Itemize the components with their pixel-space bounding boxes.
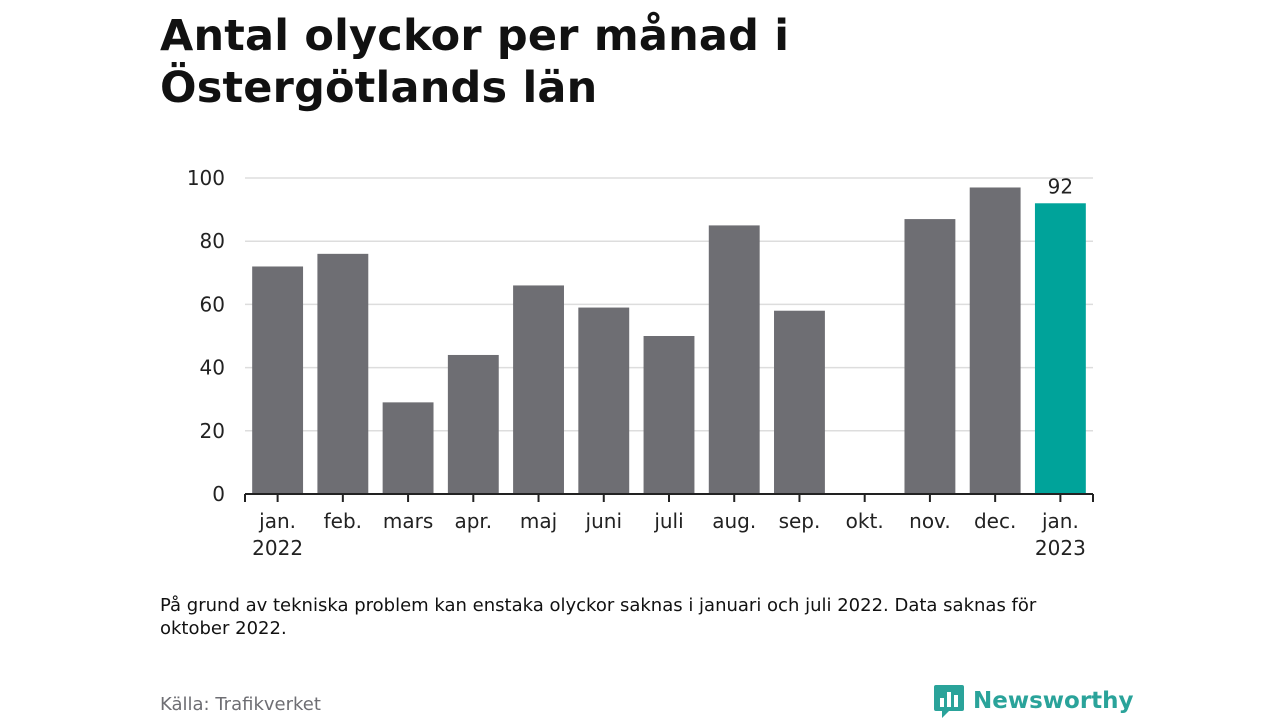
source-text: Källa: Trafikverket (160, 694, 321, 715)
x-tick-label: apr. (454, 509, 492, 533)
bar (382, 402, 434, 494)
x-tick-label: nov. (909, 509, 951, 533)
x-tick-label: sep. (779, 509, 821, 533)
x-tick-label: juli (653, 509, 683, 533)
y-tick-label: 0 (212, 482, 225, 506)
x-tick-label: maj (520, 509, 557, 533)
x-tick-label: aug. (712, 509, 756, 533)
bar (513, 285, 564, 494)
x-tick-label: jan. (1041, 509, 1079, 533)
newsworthy-logo-icon (934, 685, 964, 718)
bar (1034, 203, 1086, 494)
data-label: 92 (1048, 174, 1073, 198)
bar (578, 307, 630, 494)
bar (252, 266, 304, 494)
brand-logo[interactable]: Newsworthy (933, 683, 1134, 719)
y-tick-label: 40 (200, 356, 225, 380)
y-tick-label: 100 (187, 166, 225, 190)
y-tick-label: 60 (200, 292, 225, 316)
bar (904, 219, 956, 494)
x-tick-label: 2022 (252, 536, 303, 560)
chart-title: Antal olyckor per månad i Östergötlands … (160, 11, 790, 113)
x-tick-label: 2023 (1035, 536, 1086, 560)
bar (317, 253, 369, 494)
y-axis-tick-labels: 0 20 40 60 80 100 (187, 166, 225, 506)
x-tick-label: juni (585, 509, 622, 533)
bars (252, 187, 1086, 495)
x-tick-label: feb. (324, 509, 362, 533)
bar (447, 354, 499, 494)
brand-name: Newsworthy (973, 688, 1134, 714)
x-tick-label: okt. (846, 509, 884, 533)
bar (774, 310, 825, 494)
chart-note: På grund av tekniska problem kan enstaka… (160, 595, 1037, 639)
x-tick-label: jan. (258, 509, 296, 533)
y-tick-label: 80 (200, 229, 225, 253)
x-axis: jan. 2022 feb. mars apr. maj juni juli aug. sep. o… (244, 493, 1094, 560)
x-tick-label: mars (383, 509, 433, 533)
bar (969, 187, 1021, 495)
y-tick-label: 20 (200, 419, 225, 443)
bar (643, 336, 695, 494)
x-tick-label: dec. (974, 509, 1016, 533)
bar (708, 225, 760, 494)
data-labels: 92 (1048, 174, 1073, 198)
